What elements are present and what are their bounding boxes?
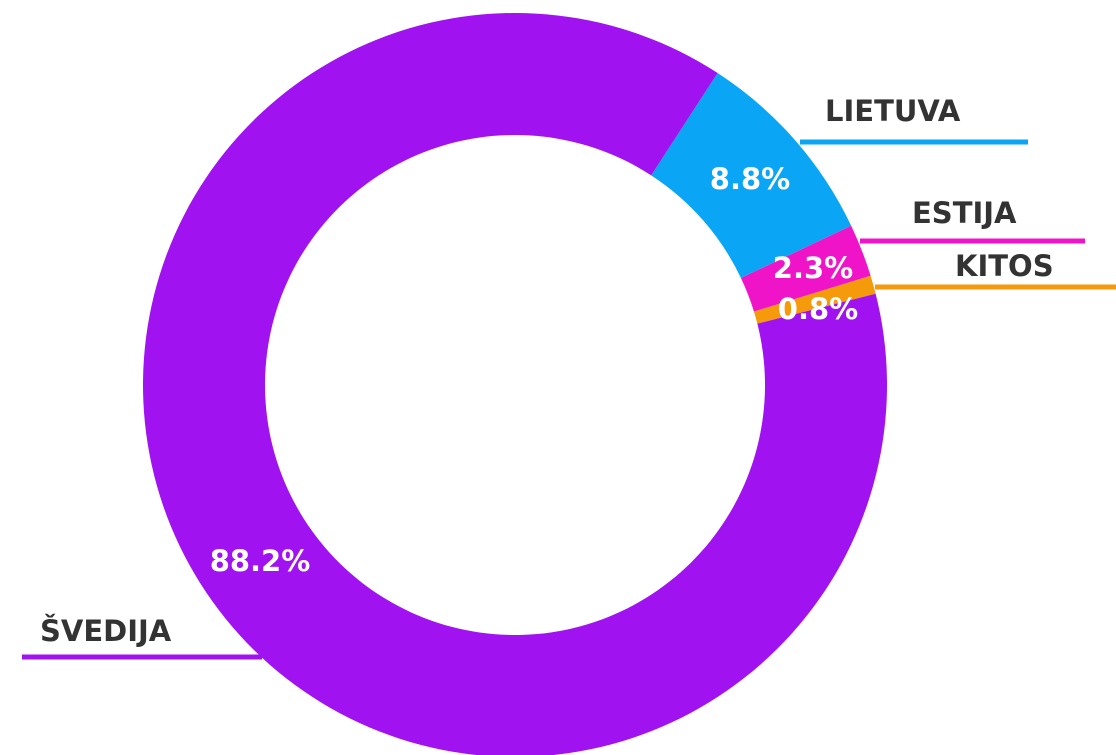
data-label: 88.2% <box>210 544 311 578</box>
legend-label: LIETUVA <box>825 94 961 128</box>
legend-label: ESTIJA <box>912 196 1017 230</box>
donut-slice <box>651 73 852 278</box>
donut-slice <box>753 275 876 324</box>
donut-slice <box>740 225 871 312</box>
data-label: 0.8% <box>778 292 858 326</box>
data-label: 2.3% <box>773 251 853 285</box>
donut-slice <box>142 13 887 755</box>
legend-label: ŠVEDIJA <box>40 614 172 648</box>
legend-label: KITOS <box>955 249 1054 283</box>
data-label: 8.8% <box>710 162 790 196</box>
